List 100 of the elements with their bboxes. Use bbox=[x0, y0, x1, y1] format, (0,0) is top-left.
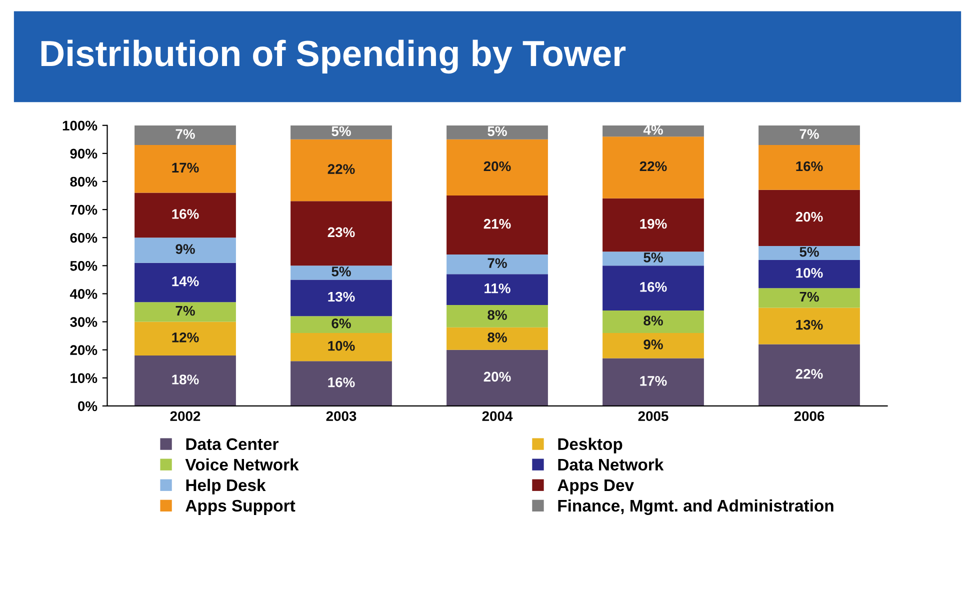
bar bbox=[134, 262, 236, 302]
data-label: 14% bbox=[172, 276, 199, 286]
data-label: 13% bbox=[796, 320, 823, 330]
y-tick-label: 10% bbox=[70, 373, 98, 384]
data-label: 19% bbox=[640, 218, 667, 229]
data-label: 7% bbox=[176, 306, 195, 316]
data-label: 17% bbox=[172, 162, 199, 173]
y-tick-label: 50% bbox=[70, 261, 98, 271]
bar bbox=[134, 238, 236, 263]
data-label: 13% bbox=[328, 292, 355, 302]
bar bbox=[446, 125, 548, 140]
y-tick-label: 100% bbox=[62, 120, 98, 131]
bar bbox=[758, 260, 860, 288]
bar bbox=[758, 190, 860, 246]
bar bbox=[290, 139, 392, 202]
bar bbox=[290, 266, 392, 280]
data-label: 4% bbox=[643, 124, 663, 135]
y-tick-label: 70% bbox=[70, 204, 98, 215]
legend-label: Voice Network bbox=[185, 458, 299, 471]
data-label: 21% bbox=[484, 218, 511, 229]
data-label: 10% bbox=[328, 340, 355, 351]
x-tick-label: 2006 bbox=[794, 411, 824, 422]
data-label: 20% bbox=[484, 161, 511, 172]
legend-label: Finance, Mgmt. and Administration bbox=[558, 499, 834, 516]
y-tick-label: 40% bbox=[70, 289, 98, 299]
bar bbox=[758, 145, 860, 190]
data-label: 16% bbox=[796, 161, 823, 172]
data-label: 9% bbox=[176, 244, 195, 254]
data-label: 9% bbox=[644, 340, 663, 350]
bar bbox=[134, 355, 236, 406]
legend-label: Data Network bbox=[558, 458, 664, 471]
bar bbox=[290, 280, 392, 316]
bar bbox=[602, 125, 704, 137]
data-label: 22% bbox=[640, 161, 667, 172]
data-label: 23% bbox=[328, 227, 355, 238]
data-label: 8% bbox=[488, 310, 507, 320]
y-tick-label: 60% bbox=[70, 232, 98, 243]
bar bbox=[134, 125, 236, 146]
data-label: 8% bbox=[488, 332, 507, 342]
y-tick-label: 90% bbox=[70, 148, 98, 159]
y-tick-label: 80% bbox=[70, 176, 98, 187]
data-label: 7% bbox=[800, 292, 819, 302]
legend-label: Help Desk bbox=[186, 478, 266, 494]
bar bbox=[758, 125, 860, 146]
y-tick-label: 20% bbox=[70, 345, 98, 356]
data-label: 5% bbox=[488, 126, 507, 136]
x-tick-label: 2005 bbox=[638, 411, 668, 422]
data-label: 11% bbox=[484, 283, 510, 294]
bar bbox=[602, 266, 704, 311]
bar bbox=[446, 274, 548, 305]
data-label: 20% bbox=[796, 212, 823, 222]
x-tick-label: 2003 bbox=[326, 411, 356, 422]
x-tick-label: 2002 bbox=[170, 411, 200, 422]
bar bbox=[758, 288, 860, 308]
data-label: 16% bbox=[328, 377, 355, 388]
data-label: 7% bbox=[176, 129, 195, 139]
legend-label: Desktop bbox=[558, 438, 622, 454]
bar bbox=[602, 310, 704, 334]
legend-label: Apps Support bbox=[186, 500, 296, 515]
data-label: 5% bbox=[332, 126, 351, 136]
data-label: 12% bbox=[172, 332, 199, 342]
y-tick-label: 0% bbox=[78, 401, 98, 412]
data-label: 8% bbox=[644, 316, 663, 326]
data-label: 22% bbox=[796, 368, 823, 379]
data-label: 22% bbox=[328, 164, 355, 174]
bar bbox=[446, 196, 548, 254]
chart-title: Distribution of Spending by Tower bbox=[41, 40, 626, 74]
bar bbox=[446, 304, 548, 328]
bar bbox=[134, 145, 236, 193]
bar bbox=[446, 254, 548, 274]
bar bbox=[758, 246, 860, 260]
bar bbox=[758, 344, 860, 406]
data-label: 5% bbox=[644, 252, 663, 262]
bar bbox=[602, 136, 704, 198]
bar bbox=[134, 322, 236, 356]
data-label: 10% bbox=[796, 268, 823, 278]
data-label: 20% bbox=[484, 372, 511, 382]
y-tick-label: 30% bbox=[70, 317, 98, 327]
data-label: 18% bbox=[172, 374, 199, 384]
bar bbox=[290, 201, 392, 266]
bar bbox=[446, 350, 548, 406]
bar bbox=[602, 358, 704, 406]
bar bbox=[602, 198, 704, 252]
bar bbox=[602, 333, 704, 358]
data-label: 6% bbox=[332, 318, 351, 328]
data-label: 16% bbox=[640, 282, 667, 292]
bar bbox=[758, 308, 860, 344]
data-label: 5% bbox=[332, 266, 351, 276]
bar bbox=[290, 316, 392, 334]
bar bbox=[290, 125, 392, 140]
bar bbox=[134, 302, 236, 322]
bar bbox=[134, 192, 236, 238]
bar bbox=[446, 139, 548, 196]
bar bbox=[602, 252, 704, 266]
legend-label: Data Center bbox=[186, 438, 278, 450]
data-label: 7% bbox=[488, 258, 507, 268]
data-label: 16% bbox=[172, 209, 199, 219]
legend-label: Apps Dev bbox=[558, 479, 634, 494]
bar bbox=[446, 327, 548, 350]
data-label: 7% bbox=[800, 129, 819, 139]
